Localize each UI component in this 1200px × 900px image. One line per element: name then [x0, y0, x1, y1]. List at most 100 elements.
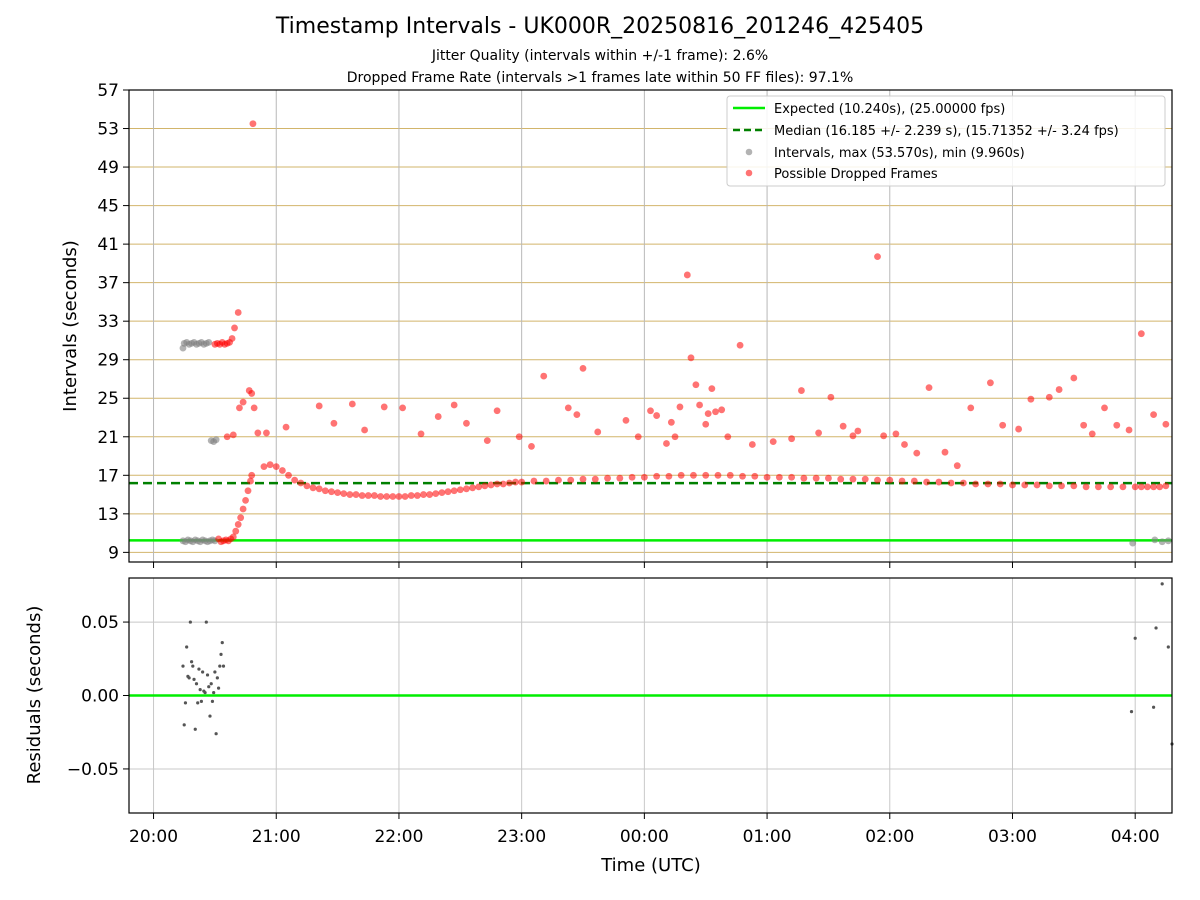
top-y-tick-label: 29 — [97, 351, 119, 371]
interval-point — [1129, 539, 1137, 547]
dropped-frame-point — [285, 471, 292, 479]
dropped-frame-point — [718, 406, 726, 414]
dropped-frame-point — [714, 471, 722, 479]
dropped-frame-point — [573, 411, 581, 419]
dropped-frame-point — [634, 433, 642, 441]
dropped-frame-point — [825, 474, 832, 482]
chart-title: Timestamp Intervals - UK000R_20250816_20… — [275, 14, 925, 39]
dropped-frame-point — [291, 476, 299, 484]
dropped-frame-point — [463, 419, 470, 427]
residual-point — [198, 688, 202, 692]
legend-frame — [726, 95, 1166, 187]
dropped-frame-point — [272, 463, 280, 471]
dropped-frame-point — [827, 393, 835, 401]
dropped-frame-point — [769, 438, 777, 445]
dropped-frame-point — [1101, 404, 1108, 412]
dropped-frame-point — [371, 492, 378, 499]
dropped-frame-point — [567, 476, 575, 484]
dropped-frame-point — [352, 491, 360, 498]
dropped-frame-point — [886, 476, 894, 484]
dropped-frame-point — [223, 433, 231, 441]
dropped-frame-point — [591, 475, 599, 483]
top-y-tick-label: 13 — [97, 505, 119, 525]
dropped-frame-point — [1156, 483, 1164, 491]
dropped-frame-point — [935, 478, 943, 486]
dropped-frame-point — [953, 462, 961, 470]
residual-point — [1154, 626, 1158, 630]
dropped-frame-point — [542, 477, 550, 485]
dropped-frame-point — [763, 473, 771, 481]
dropped-frame-point — [432, 490, 440, 498]
interval-point — [1158, 538, 1166, 546]
dropped-frame-point — [234, 521, 242, 528]
dropped-frame-point — [676, 403, 684, 411]
dropped-frame-point — [434, 413, 442, 420]
dropped-frame-point — [1045, 482, 1053, 490]
legend-dropped-label: Possible Dropped Frames — [774, 167, 938, 182]
dropped-frame-point — [263, 429, 270, 437]
dropped-frame-point — [892, 430, 900, 438]
residual-point — [1151, 705, 1156, 709]
dropped-frame-point — [231, 324, 238, 332]
residual-point — [207, 685, 211, 689]
dropped-frame-point — [690, 471, 697, 479]
dropped-frame-point — [854, 427, 862, 435]
dropped-frame-point — [898, 477, 906, 485]
x-tick-label: 23:00 — [497, 827, 546, 847]
dropped-frame-point — [493, 407, 501, 415]
dropped-frame-point — [616, 474, 624, 482]
dropped-frame-point — [798, 387, 805, 394]
dropped-frame-point — [438, 489, 446, 497]
dropped-frame-point — [361, 426, 368, 434]
dropped-frame-point — [401, 493, 409, 500]
residual-point — [199, 699, 203, 703]
residual-point — [1133, 636, 1137, 640]
dropped-frame-point — [775, 473, 783, 481]
jitter-quality-subtitle: Jitter Quality (intervals within +/-1 fr… — [431, 48, 769, 64]
dropped-frame-point — [346, 491, 354, 498]
dropped-frame-point — [250, 404, 258, 412]
dropped-frame-point — [1082, 483, 1090, 491]
dropped-frame-point — [377, 493, 384, 500]
dropped-frame-point — [925, 384, 933, 392]
dropped-frame-point — [1162, 420, 1170, 428]
residual-point — [1166, 645, 1170, 649]
x-tick-label: 02:00 — [865, 827, 914, 847]
residual-point — [1129, 710, 1134, 714]
dropped-frame-point — [1080, 421, 1088, 429]
residual-point — [188, 620, 192, 624]
x-tick-label: 22:00 — [374, 827, 423, 847]
dropped-frame-point — [839, 422, 847, 430]
dropped-frame-point — [239, 398, 247, 406]
dropped-frame-point — [1144, 483, 1151, 491]
dropped-frame-point — [788, 435, 796, 443]
dropped-frame-point — [712, 408, 719, 416]
residual-point — [187, 676, 191, 680]
dropped-frame-point — [736, 341, 744, 349]
dropped-frame-point — [1107, 483, 1115, 491]
dropped-frame-point — [518, 478, 526, 486]
x-tick-label: 04:00 — [1111, 827, 1160, 847]
dropped-frame-point — [564, 404, 572, 412]
dropped-frame-point — [647, 407, 654, 415]
x-tick-label: 03:00 — [988, 827, 1037, 847]
dropped-frame-point — [849, 432, 857, 440]
dropped-frame-point — [395, 493, 403, 500]
dropped-frame-point — [456, 486, 464, 494]
residual-y-tick-label: 0.05 — [81, 613, 119, 633]
residual-point — [215, 676, 219, 680]
dropped-frame-point — [724, 433, 732, 441]
dropped-frame-point — [1150, 483, 1157, 491]
residual-point — [212, 690, 216, 695]
dropped-frame-point — [493, 480, 501, 488]
top-plot-y-axis-label: Intervals (seconds) — [60, 240, 81, 412]
dropped-frame-point — [505, 479, 513, 487]
dropped-frame-point — [1021, 481, 1029, 489]
dropped-frame-point — [260, 463, 268, 471]
dropped-frame-point — [399, 404, 407, 412]
dropped-frame-point — [751, 472, 759, 480]
dropped-frame-point — [1015, 425, 1023, 433]
top-plot-points — [179, 120, 1172, 547]
dropped-frame-point — [426, 491, 434, 498]
dropped-frame-point — [1094, 483, 1102, 491]
